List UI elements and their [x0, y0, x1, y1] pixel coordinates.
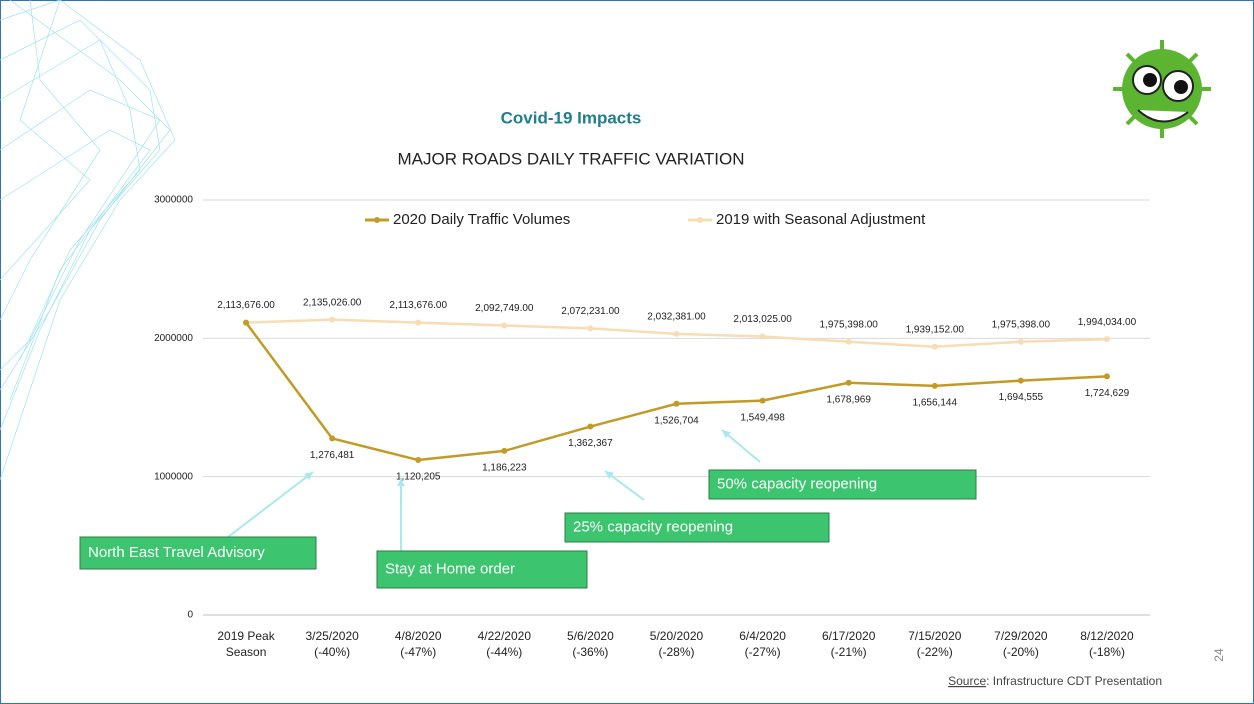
y-tick-label: 1000000 [154, 471, 193, 482]
data-label: 1,975,398.00 [819, 319, 878, 330]
x-tick-label: 8/12/2020 (-18%) [1080, 629, 1134, 659]
data-label: 1,362,367 [568, 438, 613, 449]
annotation-box [708, 469, 977, 500]
point [1017, 377, 1024, 384]
point [931, 382, 938, 389]
data-label: 2,013,025.00 [733, 314, 792, 325]
arrow-head [304, 472, 313, 481]
point [759, 397, 766, 404]
point [415, 319, 422, 326]
x-tick-label: 4/8/2020 (-47%) [395, 629, 442, 659]
annotation-box [564, 512, 830, 543]
data-label: 2,092,749.00 [475, 303, 534, 314]
data-label: 2,032,381.00 [647, 311, 706, 322]
x-tick-label: 6/4/2020 (-27%) [739, 629, 786, 659]
point [243, 319, 250, 326]
data-label: 1,994,034.00 [1078, 317, 1137, 328]
point [673, 330, 680, 337]
point [931, 343, 938, 350]
x-tick-label: 5/20/2020 (-28%) [650, 629, 704, 659]
data-label: 2,113,676.00 [217, 300, 275, 311]
point [1017, 338, 1024, 345]
legend-marker [697, 217, 703, 223]
data-label: 2,113,676.00 [389, 300, 447, 311]
virus-icon [1113, 40, 1211, 138]
arrow-head [722, 430, 731, 439]
chart-title: MAJOR ROADS DAILY TRAFFIC VARIATION [398, 149, 745, 168]
x-tick-label: 7/15/2020 (-22%) [908, 629, 962, 659]
data-label: 1,694,555 [999, 392, 1044, 403]
mesh-decoration [0, 0, 176, 481]
source-text: : Infrastructure CDT Presentation [986, 674, 1162, 688]
data-label: 1,656,144 [913, 398, 958, 409]
slide-title: Covid-19 Impacts [501, 108, 642, 127]
x-tick-label: 6/17/2020 (-21%) [822, 629, 876, 659]
annotation-text: North East Travel Advisory [88, 544, 265, 561]
x-tick-label: 4/22/2020 (-44%) [478, 629, 532, 659]
data-label: 1,186,223 [482, 463, 527, 474]
arrow-head [397, 478, 405, 487]
data-label: 2,135,026.00 [303, 297, 362, 308]
data-label: 1,678,969 [826, 394, 871, 405]
point [587, 423, 594, 430]
point [759, 333, 766, 340]
data-label: 1,939,152.00 [906, 324, 965, 335]
point [329, 435, 336, 442]
source-label: Source [948, 674, 986, 688]
legend-label: 2020 Daily Traffic Volumes [393, 211, 570, 228]
x-tick-label: 7/29/2020 (-20%) [994, 629, 1048, 659]
point [845, 379, 852, 386]
point [501, 447, 508, 454]
data-label: 1,549,498 [740, 412, 785, 423]
y-tick-label: 3000000 [154, 195, 193, 206]
annotation-text: 25% capacity reopening [573, 518, 733, 535]
x-tick-label: 3/25/2020 (-40%) [305, 629, 359, 659]
annotation-text: Stay at Home order [385, 560, 515, 577]
point [1103, 373, 1110, 380]
legend-label: 2019 with Seasonal Adjustment [716, 211, 926, 228]
arrow-head [605, 471, 614, 479]
point [415, 457, 422, 464]
arrow [227, 471, 314, 538]
legend-marker [374, 217, 380, 223]
x-tick-label: 2019 Peak Season [217, 629, 275, 659]
data-label: 2,072,231.00 [561, 306, 620, 317]
annotation-box [376, 550, 588, 589]
x-tick-label: 5/6/2020 (-36%) [567, 629, 614, 659]
point [587, 325, 594, 332]
data-label: 1,120,205 [396, 472, 441, 483]
source: Source: Infrastructure CDT Presentation [948, 674, 1162, 688]
y-tick-label: 0 [187, 610, 193, 621]
annotation-text: 50% capacity reopening [717, 475, 877, 492]
page-number: 24 [1212, 648, 1226, 662]
data-label: 1,526,704 [654, 415, 699, 426]
data-label: 1,975,398.00 [992, 319, 1051, 330]
point [329, 316, 336, 323]
annotation-box [79, 536, 317, 570]
point [673, 400, 680, 407]
y-tick-label: 2000000 [154, 333, 193, 344]
point [1103, 336, 1110, 343]
data-label: 1,724,629 [1085, 388, 1130, 399]
data-label: 1,276,481 [310, 450, 355, 461]
arrow [721, 429, 761, 463]
point [501, 322, 508, 329]
point [845, 338, 852, 345]
